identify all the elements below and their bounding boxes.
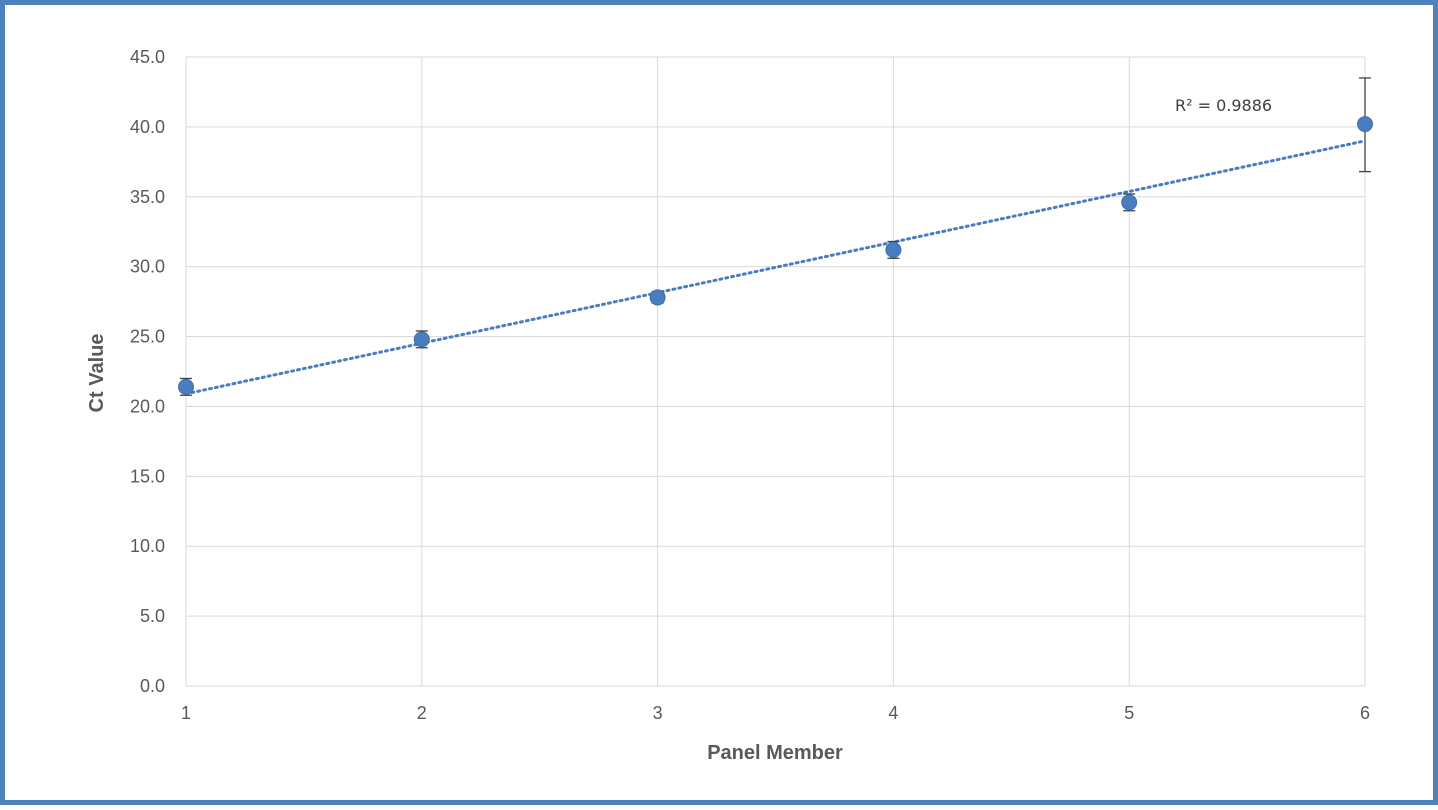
x-tick-label: 2	[417, 703, 427, 723]
grid-lines	[185, 56, 1366, 687]
x-tick-label: 4	[888, 703, 898, 723]
y-axis-title: Ct Value	[86, 334, 108, 413]
y-axis-tick-labels: 0.0 5.0 10.0 15.0 20.0 25.0 30.0 35.0 40.0 45.0	[130, 47, 165, 696]
x-tick-label: 5	[1124, 703, 1134, 723]
y-tick-label: 20.0	[130, 396, 165, 416]
x-axis-title: Panel Member	[707, 742, 843, 764]
x-tick-label: 6	[1360, 703, 1370, 723]
y-tick-label: 5.0	[140, 606, 165, 626]
data-point	[885, 241, 902, 258]
data-point	[413, 331, 430, 348]
y-tick-label: 45.0	[130, 47, 165, 67]
y-tick-label: 40.0	[130, 117, 165, 137]
r-squared-label: R² = 0.9886	[1175, 96, 1272, 115]
x-tick-label: 1	[181, 703, 191, 723]
data-point	[178, 378, 194, 395]
data-point	[1357, 116, 1373, 133]
y-tick-label: 0.0	[140, 676, 165, 696]
trendline	[184, 139, 1367, 396]
y-tick-label: 25.0	[130, 327, 165, 347]
y-tick-label: 35.0	[130, 187, 165, 207]
scatter-chart: 0.0 5.0 10.0 15.0 20.0 25.0 30.0 35.0 40.0 45.0 1…	[86, 47, 1373, 764]
x-tick-label: 3	[653, 703, 663, 723]
y-tick-label: 15.0	[130, 466, 165, 486]
data-points	[178, 116, 1373, 395]
data-point	[649, 289, 666, 306]
data-point	[1121, 194, 1138, 211]
trendline-path	[184, 139, 1367, 396]
x-axis-tick-labels: 1 2 3 4 5 6	[181, 703, 1370, 723]
y-tick-label: 10.0	[130, 536, 165, 556]
y-tick-label: 30.0	[130, 257, 165, 277]
error-bars	[180, 77, 1371, 396]
